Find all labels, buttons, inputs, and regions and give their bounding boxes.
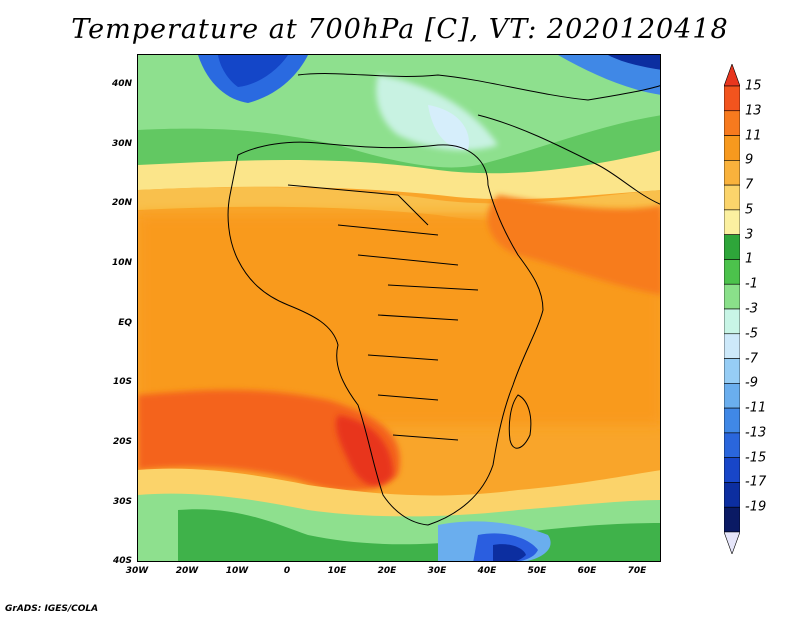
colorbar-label: 3 [745,227,754,243]
lon-label-30e: 30E [427,566,447,576]
colorbar [724,64,740,554]
colorbar-label: -5 [745,326,758,342]
coastlines [227,73,660,526]
lat-label-30s: 30S [112,497,132,507]
lon-label-20e: 20E [377,566,397,576]
lat-label-30n: 30N [111,139,132,149]
lon-label-0: 0 [283,566,291,576]
colorbar-label: 15 [745,78,762,94]
lat-label-20n: 20N [111,198,132,208]
colorbar-cell [724,135,740,161]
lon-label-10w: 10W [225,566,249,576]
colorbar-cell [724,358,740,384]
colorbar-label: -11 [745,400,767,416]
lat-label-20s: 20S [112,437,132,447]
lat-label-10s: 10S [112,377,132,387]
lon-label-40e: 40E [477,566,497,576]
temperature-map [137,54,661,562]
colorbar-label: -7 [745,351,758,367]
colorbar-cell [724,506,740,533]
colorbar-label: -15 [745,450,767,466]
colorbar-cell [724,234,740,260]
lon-label-20w: 20W [175,566,199,576]
lon-label-70e: 70E [627,566,647,576]
colorbar-label: 1 [745,251,754,267]
colorbar-cell [724,407,740,434]
colorbar-label: 11 [745,128,762,144]
colorbar-cell [724,482,740,508]
colorbar-cell [724,85,740,112]
colorbar-label: -9 [745,375,758,391]
colorbar-cell [724,308,740,335]
temperature-field [138,55,660,561]
lat-label-eq: EQ [118,318,132,328]
lon-label-30w: 30W [125,566,149,576]
colorbar-bottom-arrow [724,531,740,554]
colorbar-cell [724,184,740,211]
colorbar-label: -17 [745,474,767,490]
colorbar-label: -19 [745,499,767,515]
lon-label-60e: 60E [577,566,597,576]
colorbar-label: -13 [745,425,767,441]
map-title: Temperature at 700hPa [C], VT: 202012041… [71,14,729,45]
software-credit: GrADS: IGES/COLA [5,604,99,614]
colorbar-label: -3 [745,301,758,317]
colorbar-cell [724,110,740,136]
colorbar-cell [724,432,740,458]
colorbar-cell [724,259,740,285]
lon-label-10e: 10E [327,566,347,576]
colorbar-label: 9 [745,152,754,168]
colorbar-label: 13 [745,103,762,119]
colorbar-label: -1 [745,276,758,292]
colorbar-cell [724,383,740,409]
colorbar-cell [724,333,740,359]
lat-label-10n: 10N [111,258,132,268]
lon-label-50e: 50E [527,566,547,576]
colorbar-top-arrow [724,64,740,87]
colorbar-cell [724,457,740,483]
colorbar-cell [724,209,740,235]
lat-label-40n: 40N [111,79,132,89]
colorbar-cell [724,160,740,186]
colorbar-label: 7 [745,177,754,193]
colorbar-label: 5 [745,202,754,218]
lat-label-40s: 40S [112,556,132,566]
colorbar-cell [724,283,740,310]
